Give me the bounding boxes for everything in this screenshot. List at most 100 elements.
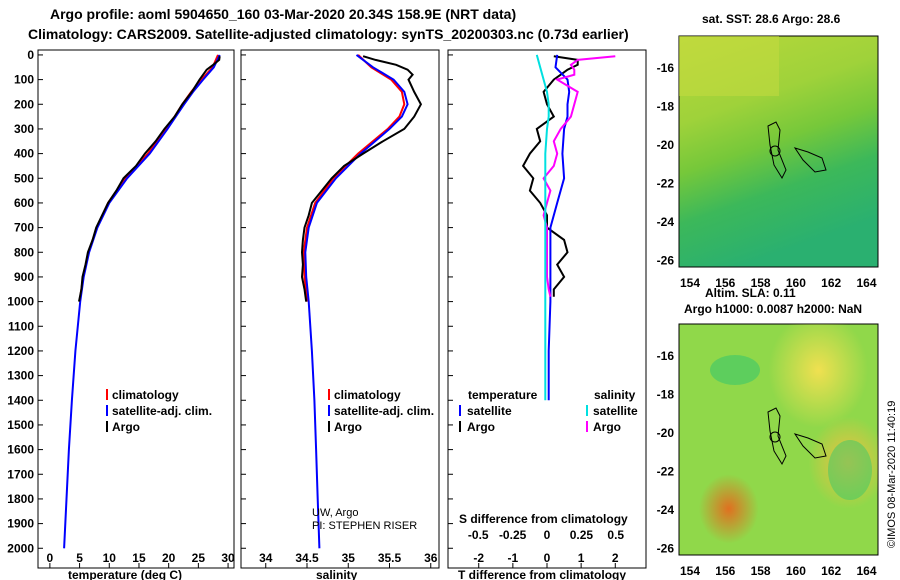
legend-label-t-satellite: satellite (467, 404, 512, 418)
y-tick-label-2000: 2000 (7, 541, 34, 555)
sst-coastline-new-caledonia (767, 121, 787, 180)
title-line-1: Argo profile: aoml 5904650_160 03-Mar-20… (50, 6, 517, 22)
legend-swatch-argo (106, 421, 108, 432)
legend-label-climatology-s: climatology (334, 388, 401, 402)
x2-tick-label-3: 0.25 (570, 528, 594, 542)
x-tick-label-p1-34.5: 34.5 (295, 551, 319, 565)
series-p2-salinity-argo (542, 55, 616, 297)
sla-coastline-reef (793, 433, 827, 459)
x-tick-label-p2-1: 1 (578, 551, 585, 565)
map1-lat-label-1: -18 (657, 388, 675, 402)
legend-swatch-satellite-adj-s (328, 405, 330, 416)
legend-label-s-satellite: satellite (593, 404, 638, 418)
map1-lon-label-1: 156 (715, 564, 735, 578)
map0-lon-label-2: 158 (751, 276, 771, 290)
temperature-panel (37, 49, 235, 569)
legend-label-argo: Argo (112, 420, 140, 434)
sst-warm-patch (679, 36, 779, 96)
x-tick-label-p1-35: 35 (342, 551, 356, 565)
y-tick-label-700: 700 (14, 221, 34, 235)
sst-argo-position-marker (769, 145, 781, 157)
legend-label-argo-s: Argo (334, 420, 362, 434)
sla-low-patch (710, 355, 760, 385)
map0-lat-label-4: -24 (657, 215, 675, 229)
credit-line-1: UW, Argo (312, 507, 358, 519)
y-tick-label-1800: 1800 (7, 492, 34, 506)
legend-swatch-s-argo (586, 421, 588, 432)
y-tick-label-0: 0 (27, 48, 34, 62)
x-tick-label-p0-0: 0 (47, 551, 54, 565)
map0-lat-label-5: -26 (657, 254, 675, 268)
legend-swatch-climatology (106, 389, 108, 400)
y-tick-label-600: 600 (14, 196, 34, 210)
x-tick-label-p0-25: 25 (192, 551, 206, 565)
map1-lat-label-5: -26 (657, 542, 675, 556)
legend-label-s-argo: Argo (593, 420, 621, 434)
series-p1-satellite-adj-clim- (304, 54, 409, 549)
map0-lat-label-3: -22 (657, 177, 675, 191)
map0-lon-label-4: 162 (821, 276, 841, 290)
x-tick-label-p2-0: 0 (544, 551, 551, 565)
map0-lon-label-3: 160 (786, 276, 806, 290)
legend-label-climatology: climatology (112, 388, 179, 402)
x-tick-label-p0-30: 30 (221, 551, 235, 565)
y-tick-label-100: 100 (14, 73, 34, 87)
y-tick-label-200: 200 (14, 97, 34, 111)
y-tick-label-1600: 1600 (7, 443, 34, 457)
x-tick-label-p1-36: 36 (424, 551, 438, 565)
series-p1-climatology (302, 54, 406, 302)
series-p1-argo (300, 55, 423, 302)
map1-lat-label-2: -20 (657, 426, 675, 440)
map1-lon-label-0: 154 (680, 564, 700, 578)
legend-swatch-argo-s (328, 421, 330, 432)
x-tick-label-p0-5: 5 (76, 551, 83, 565)
map0-lon-label-5: 164 (856, 276, 876, 290)
credit-line-2: PI: STEPHEN RISER (312, 520, 417, 532)
sla-map-subtitle: Argo h1000: 0.0087 h2000: NaN (684, 302, 863, 316)
map1-lon-label-5: 164 (856, 564, 876, 578)
x-tick-label-p1-34: 34 (259, 551, 273, 565)
legend-swatch-climatology-s (328, 389, 330, 400)
map1-lat-label-4: -24 (657, 503, 675, 517)
map0-lon-label-1: 156 (715, 276, 735, 290)
series-p0-argo (78, 56, 221, 302)
t-difference-axis-label: T difference from climatology (458, 568, 626, 580)
x-tick-label-p2--2: -2 (473, 551, 484, 565)
legend-swatch-t-argo (459, 421, 461, 432)
series-p2-salinity-satellite (535, 54, 550, 401)
sla-high-patch-southwest (679, 324, 878, 555)
map1-lat-label-3: -22 (657, 465, 675, 479)
x-tick-label-p0-10: 10 (103, 551, 117, 565)
legend-swatch-t-satellite (459, 405, 461, 416)
map0-lat-label-1: -18 (657, 100, 675, 114)
title-line-2: Climatology: CARS2009. Satellite-adjuste… (28, 26, 629, 42)
sst-map-title: sat. SST: 28.6 Argo: 28.6 (702, 12, 841, 26)
salinity-panel (240, 49, 440, 569)
y-tick-label-1500: 1500 (7, 418, 34, 432)
profile-lines (63, 54, 616, 549)
difference-legend: temperature salinity satellite Argo sate… (459, 388, 638, 434)
x2-tick-label-4: 0.5 (607, 528, 624, 542)
x2-tick-label-0: -0.5 (468, 528, 489, 542)
legend-label-t-argo: Argo (467, 420, 495, 434)
legend-swatch-s-satellite (586, 405, 588, 416)
map0-lat-label-0: -16 (657, 61, 675, 75)
sla-low-patch-east (828, 440, 872, 500)
salinity-legend: climatology satellite-adj. clim. Argo UW… (312, 388, 434, 532)
x2-tick-label-2: 0 (544, 528, 551, 542)
map1-lon-label-4: 162 (821, 564, 841, 578)
map0-lon-label-0: 154 (680, 276, 700, 290)
salinity-axis-label: salinity (316, 568, 358, 580)
y-tick-label-1000: 1000 (7, 295, 34, 309)
x-tick-label-p0-15: 15 (132, 551, 146, 565)
y-tick-label-1400: 1400 (7, 393, 34, 407)
y-tick-label-1900: 1900 (7, 517, 34, 531)
legend-label-satellite-adj: satellite-adj. clim. (112, 404, 212, 418)
map1-lon-label-2: 158 (751, 564, 771, 578)
y-tick-label-1700: 1700 (7, 467, 34, 481)
sla-coastline-new-caledonia (767, 407, 787, 466)
y-tick-label-300: 300 (14, 122, 34, 136)
temperature-legend: climatology satellite-adj. clim. Argo (106, 388, 212, 434)
y-tick-label-500: 500 (14, 171, 34, 185)
